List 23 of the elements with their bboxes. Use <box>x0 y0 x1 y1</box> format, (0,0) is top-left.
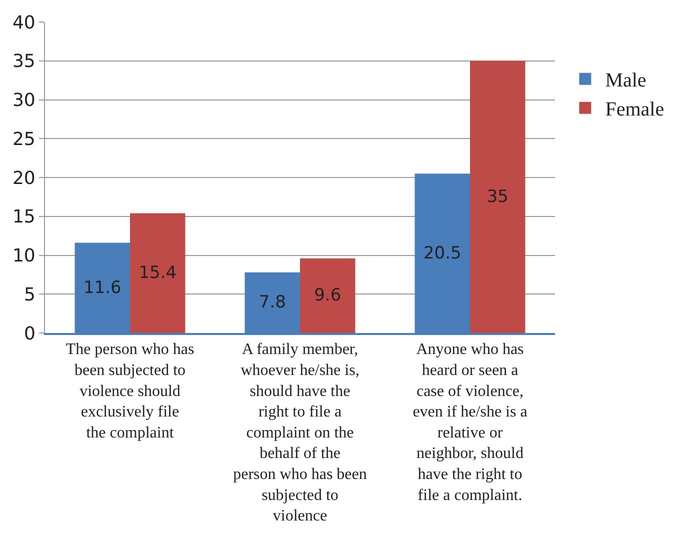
y-tick-label: 35 <box>12 51 36 72</box>
legend-label: Female <box>605 98 664 121</box>
data-label: 20.5 <box>423 243 462 264</box>
data-label: 15.4 <box>138 263 177 284</box>
legend-label: Male <box>605 70 646 92</box>
data-label: 7.8 <box>258 292 286 313</box>
x-tick-label: Anyone who has heard or seen a case of violence, even if he/she is a relative or neighbor, should have the right to file a complaint. <box>412 341 528 504</box>
y-tick-label: 25 <box>12 128 36 150</box>
data-label: 9.6 <box>314 286 342 306</box>
category-label: A family member, whoever he/she is, should have the right to file a complaint on the behalf of the person who has been subjected to violence <box>233 341 367 525</box>
y-tick-label: 40 <box>12 12 36 34</box>
data-label: 11.6 <box>83 278 122 298</box>
bar <box>300 258 356 333</box>
data-label: 35 <box>486 186 508 207</box>
y-tick-label: 15 <box>12 206 36 228</box>
bar <box>470 60 526 333</box>
y-tick-label: 30 <box>12 90 36 112</box>
x-tick-label: The person who has been subjected to violence should exclusively file the complaint <box>66 341 194 442</box>
y-tick-label: 5 <box>24 284 36 306</box>
y-tick-label: 0 <box>24 323 36 344</box>
bar <box>130 213 186 333</box>
y-tick-label: 20 <box>12 168 36 189</box>
y-tick-label: 10 <box>12 246 36 267</box>
